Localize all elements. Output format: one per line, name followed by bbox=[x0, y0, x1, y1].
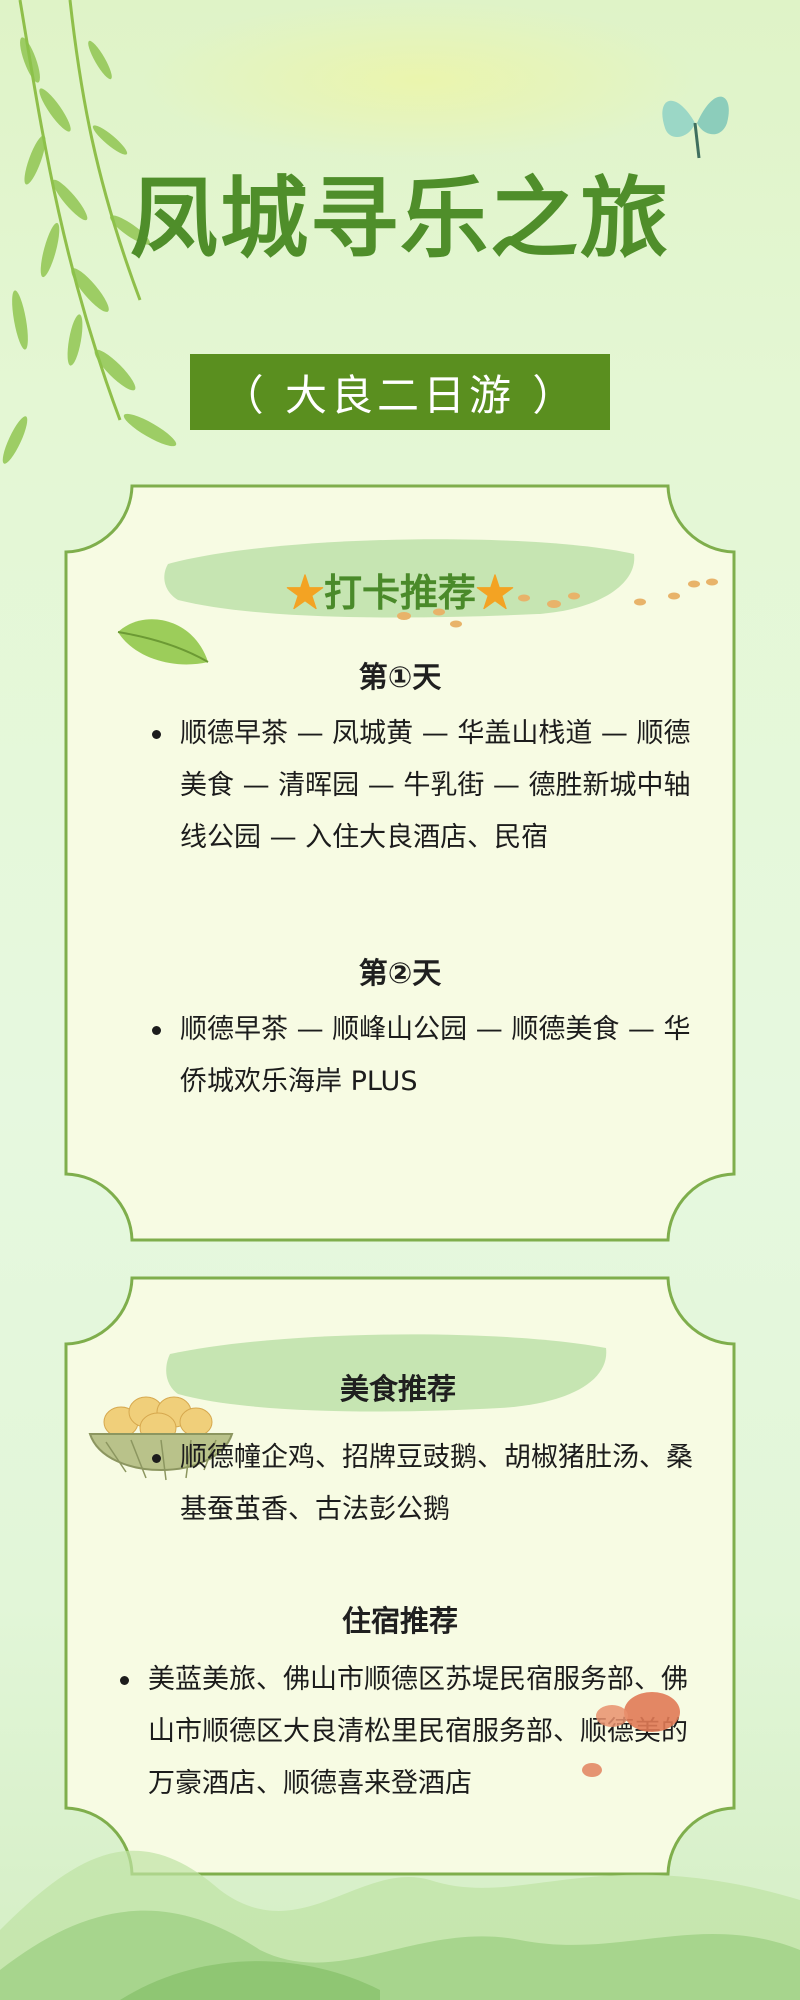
checkin-card: ★打卡推荐★ 第①天 顺德早茶 — 凤城黄 — 华盖山栈道 — 顺德美食 — 清… bbox=[64, 484, 736, 1242]
seeds-decoration bbox=[397, 578, 718, 628]
day-1-title: 第①天 bbox=[358, 660, 442, 694]
brush-stroke-decoration bbox=[166, 1334, 607, 1412]
stay-title: 住宿推荐 bbox=[341, 1604, 458, 1638]
mountain-landscape-decoration bbox=[0, 1850, 800, 2000]
page-title: 凤城寻乐之旅 bbox=[129, 166, 670, 270]
day-2-list: 顺德早茶 — 顺峰山公园 — 顺德美食 — 华侨城欢乐海岸 PLUS bbox=[152, 1004, 700, 1108]
star-icon: ★ bbox=[476, 570, 515, 615]
background-glow bbox=[140, 0, 700, 160]
list-item: 顺德幢企鸡、招牌豆豉鹅、胡椒猪肚汤、桑基蚕茧香、古法彭公鹅 bbox=[152, 1432, 700, 1536]
card-frame bbox=[64, 484, 736, 1242]
butterfly-icon bbox=[662, 96, 729, 159]
list-item: 顺德早茶 — 顺峰山公园 — 顺德美食 — 华侨城欢乐海岸 PLUS bbox=[152, 1004, 700, 1108]
brush-stroke-decoration bbox=[164, 539, 635, 618]
list-item: 顺德早茶 — 凤城黄 — 华盖山栈道 — 顺德美食 — 清晖园 — 牛乳街 — … bbox=[152, 708, 700, 864]
subtitle-banner: （ 大良二日游 ） bbox=[190, 354, 610, 430]
nuts-decoration bbox=[582, 1692, 680, 1777]
food-list: 顺德幢企鸡、招牌豆豉鹅、胡椒猪肚汤、桑基蚕茧香、古法彭公鹅 bbox=[152, 1432, 700, 1536]
willow-branch-decoration bbox=[2, 0, 177, 464]
leaf-icon bbox=[117, 619, 209, 665]
day-2-title: 第②天 bbox=[358, 956, 442, 990]
day-1-list: 顺德早茶 — 凤城黄 — 华盖山栈道 — 顺德美食 — 清晖园 — 牛乳街 — … bbox=[152, 708, 700, 864]
food-stay-card: 美食推荐 顺德幢企鸡、招牌豆豉鹅、胡椒猪肚汤、桑基蚕茧香、古法彭公鹅 住宿推荐 … bbox=[64, 1276, 736, 1876]
checkin-title: ★打卡推荐★ bbox=[64, 562, 736, 617]
card-frame bbox=[64, 1276, 736, 1876]
checkin-title-text: 打卡推荐 bbox=[323, 570, 476, 615]
star-icon: ★ bbox=[285, 570, 324, 615]
food-title: 美食推荐 bbox=[339, 1372, 456, 1406]
food-basket-icon bbox=[88, 1396, 234, 1481]
